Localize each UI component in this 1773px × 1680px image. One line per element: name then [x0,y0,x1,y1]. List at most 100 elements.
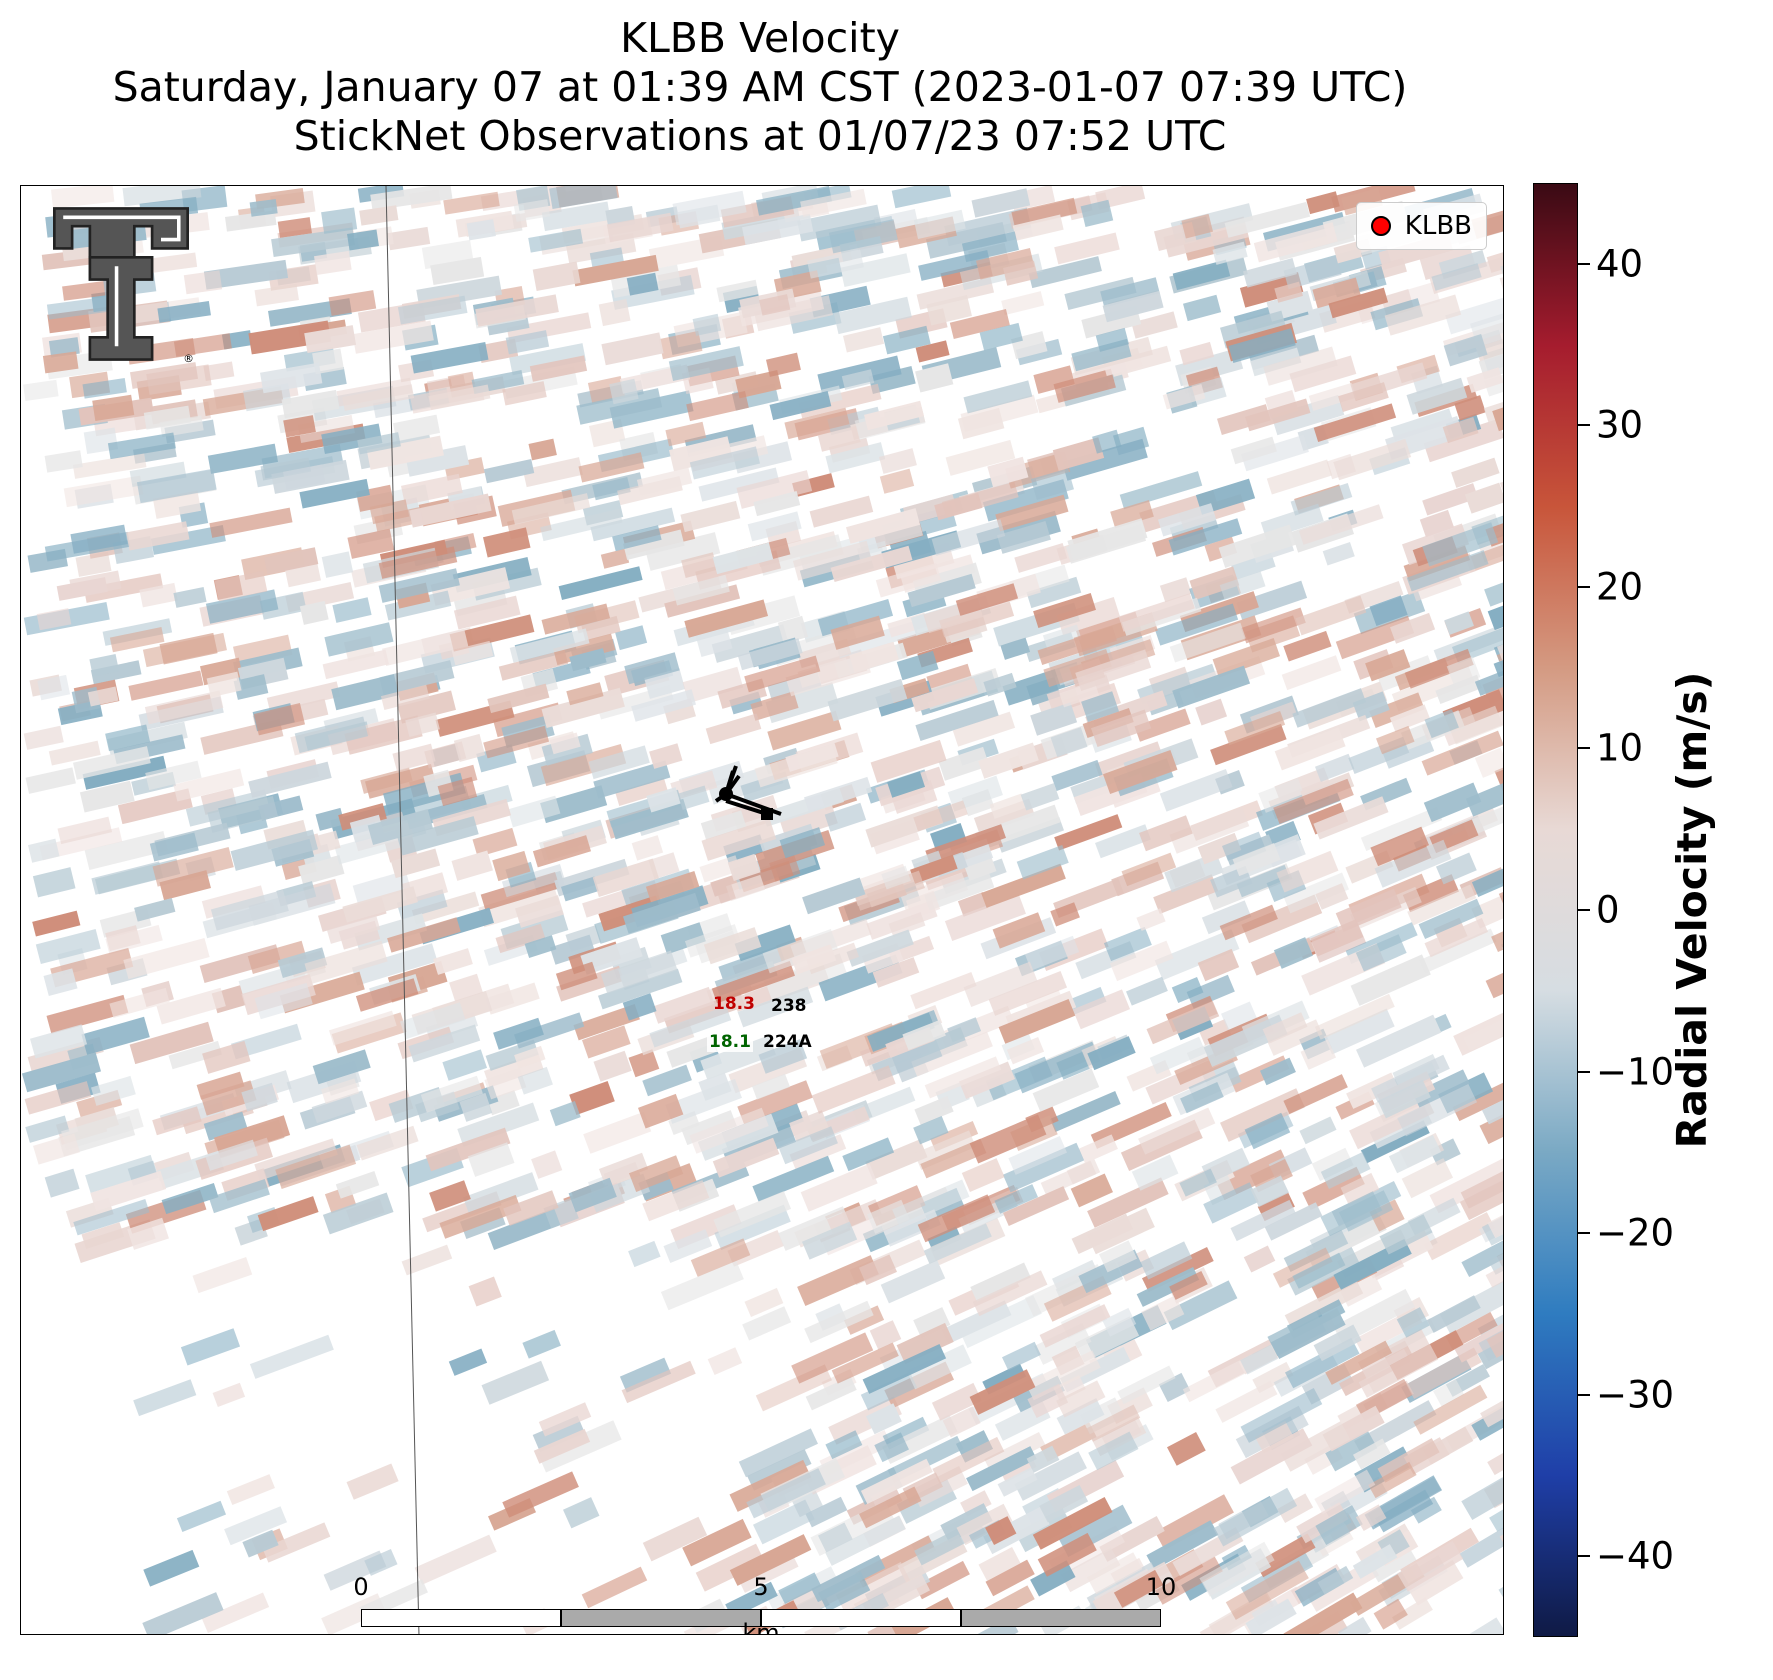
velocity-gate [1099,1240,1138,1273]
velocity-gate [411,891,480,925]
velocity-gate [695,1543,766,1592]
velocity-gate [541,201,611,232]
velocity-gate [1054,814,1123,851]
velocity-gate [528,228,584,253]
velocity-gate [944,893,1026,941]
velocity-gate [492,850,531,882]
velocity-gate [428,384,491,411]
scale-tick-5: 5 [753,1573,769,1601]
velocity-gate [1030,468,1074,500]
velocity-gate [233,634,293,667]
station-224a-marker[interactable] [761,808,773,820]
velocity-gate [700,1035,776,1080]
velocity-gate [925,222,1007,259]
velocity-gate [809,495,874,528]
velocity-gate [1228,328,1296,364]
velocity-gate [1195,698,1228,726]
velocity-gate [811,1065,896,1114]
velocity-gate [1103,749,1178,794]
velocity-gate [429,1180,471,1212]
velocity-gate [1203,1182,1259,1224]
velocity-gate [311,1090,368,1124]
velocity-gate [1138,1107,1216,1155]
velocity-gate [1179,341,1215,366]
velocity-gate [453,595,521,630]
velocity-gate [298,855,345,886]
velocity-gate [907,573,976,608]
velocity-gate [590,507,676,542]
velocity-gate [997,1467,1038,1497]
velocity-gate [1134,708,1191,742]
velocity-gate [1445,297,1503,335]
velocity-gate [1162,384,1206,410]
velocity-gate [1392,1597,1433,1630]
velocity-gate [448,1348,488,1376]
velocity-gate [700,810,747,840]
velocity-gate [105,924,163,955]
velocity-gate [396,889,448,921]
velocity-gate [143,1549,200,1587]
velocity-gate [1224,201,1311,238]
velocity-gate [972,1270,1048,1317]
velocity-gate [522,457,583,488]
velocity-gate [1423,1212,1495,1261]
velocity-gate [1352,1544,1398,1579]
velocity-gate [684,924,741,958]
velocity-gate [1219,571,1266,600]
velocity-gate [1232,843,1281,877]
velocity-gate [1199,1541,1275,1597]
colorbar-tick-mark [1578,1070,1590,1073]
velocity-gate [1126,976,1168,1006]
velocity-gate [985,1516,1017,1546]
velocity-gate [173,586,207,608]
velocity-gate [1056,596,1121,636]
velocity-gate [549,732,581,755]
velocity-gate [1109,940,1174,982]
scale-segment-2 [561,1609,761,1627]
velocity-gate [1012,214,1064,241]
velocity-gate [156,987,226,1025]
velocity-gate [791,944,837,975]
velocity-gate [207,796,278,833]
velocity-gate [825,1515,906,1566]
velocity-gate [669,436,733,472]
velocity-gate [737,638,803,671]
velocity-gate [583,1111,652,1154]
velocity-gate [914,1096,954,1125]
velocity-gate [134,898,176,922]
velocity-gate [324,622,394,657]
velocity-gate [1118,593,1195,632]
velocity-gate [1397,1540,1464,1592]
velocity-gate [1142,1247,1214,1293]
velocity-gate [746,1468,826,1519]
velocity-gate [879,448,917,474]
velocity-gate [941,481,1019,518]
radar-map-panel[interactable]: ® KLBB 18.3 238 18.1 224A 0 5 10 km [20,185,1504,1635]
velocity-gate [1333,438,1412,481]
velocity-gate [397,295,468,325]
velocity-gate [593,1050,632,1082]
velocity-gate [1030,1560,1076,1597]
velocity-gate [1313,403,1397,443]
map-legend: KLBB [1355,202,1487,250]
velocity-gate [144,690,224,725]
velocity-gate [507,795,561,828]
velocity-gate [888,912,926,938]
station-238-label[interactable]: 238 [771,996,807,1016]
velocity-gate [672,574,730,606]
velocity-gate [173,768,245,802]
velocity-gate [1056,1051,1090,1080]
station-224a-label[interactable]: 224A [763,1032,812,1052]
velocity-gate [1266,459,1333,495]
velocity-gate [1315,753,1355,782]
velocity-gate [84,830,169,871]
velocity-gate [146,364,212,395]
velocity-gate [690,1238,751,1277]
velocity-gate [1210,723,1287,766]
velocity-gate [331,674,399,711]
velocity-gate [483,527,531,558]
velocity-gate [1131,1154,1179,1191]
velocity-gate [957,892,989,917]
station-238-marker[interactable] [719,787,733,801]
velocity-gate [1154,929,1240,981]
